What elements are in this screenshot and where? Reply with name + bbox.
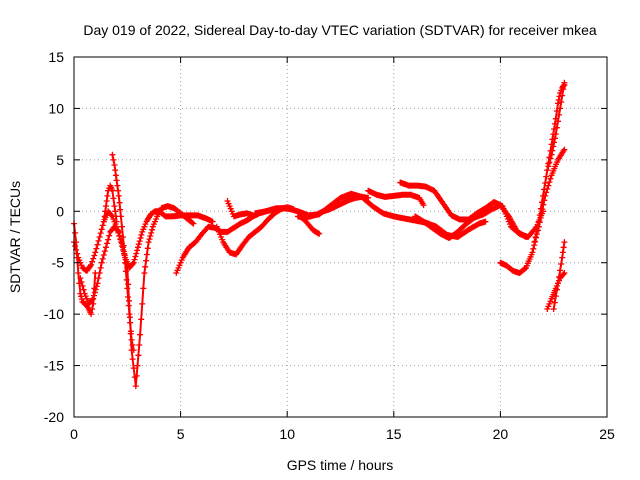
chart-title: Day 019 of 2022, Sidereal Day-to-day VTE… xyxy=(83,22,596,38)
plot-frame xyxy=(73,56,608,418)
x-tick-label: 10 xyxy=(279,426,295,442)
series-arc-12 xyxy=(365,187,427,209)
series-arc-05 xyxy=(100,182,120,225)
series-point-markers xyxy=(365,187,427,209)
x-tick-label: 5 xyxy=(177,426,185,442)
series-point-markers xyxy=(109,151,137,354)
series-arc-14 xyxy=(412,202,529,241)
series-point-markers xyxy=(297,213,323,237)
series-point-markers xyxy=(224,198,257,220)
series-arc-19 xyxy=(550,239,568,312)
series-arc-17 xyxy=(544,79,568,174)
series-point-markers xyxy=(544,79,568,174)
tick-layer: 0 5 10 15 20 25 -20 -15 -10 -5 0 5 10 15 xyxy=(44,49,615,442)
x-tick-label: 25 xyxy=(599,426,615,442)
y-axis-label: SDTVAR / TECUs xyxy=(7,181,23,293)
series-arc-11 xyxy=(297,213,323,237)
y-tick-label: 0 xyxy=(56,203,64,219)
series-arc-08 xyxy=(224,198,257,220)
series-arc-16 xyxy=(531,81,568,246)
data-layer xyxy=(71,79,568,390)
series-point-markers xyxy=(550,239,568,312)
y-tick-label: 10 xyxy=(48,100,64,116)
series-point-markers xyxy=(531,81,568,246)
y-tick-label: -5 xyxy=(52,255,65,271)
x-tick-label: 15 xyxy=(386,426,402,442)
y-tick-label: -10 xyxy=(44,306,64,322)
series-point-markers xyxy=(100,182,120,225)
y-tick-label: -20 xyxy=(44,409,64,425)
y-tick-label: -15 xyxy=(44,358,64,374)
x-tick-label: 20 xyxy=(493,426,509,442)
y-tick-label: 5 xyxy=(56,152,64,168)
x-axis-label: GPS time / hours xyxy=(287,457,394,473)
x-tick-label: 0 xyxy=(70,426,78,442)
series-arc-04 xyxy=(109,151,137,354)
y-tick-label: 15 xyxy=(48,49,64,65)
series-point-markers xyxy=(412,202,529,241)
